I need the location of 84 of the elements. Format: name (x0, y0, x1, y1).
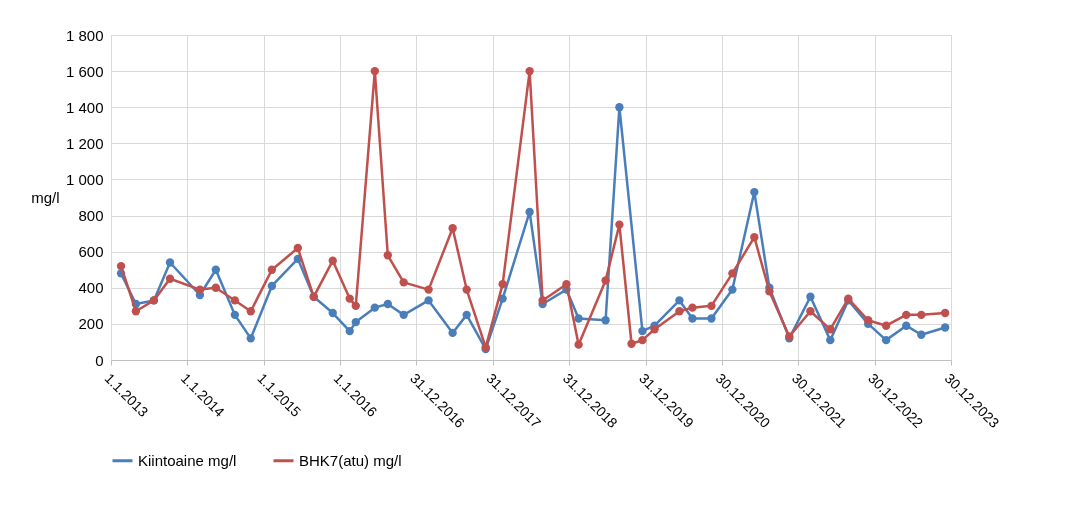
point (195, 285, 205, 294)
point (351, 317, 360, 327)
point (383, 251, 392, 260)
point (627, 339, 636, 348)
point (562, 279, 571, 289)
point (601, 316, 610, 325)
point (707, 301, 716, 311)
point (211, 283, 220, 292)
y-tick-label: 1 000 (65, 170, 104, 188)
y-tick-label: 600 (78, 243, 104, 261)
point (826, 335, 835, 345)
point (765, 287, 774, 296)
point (601, 276, 610, 285)
point (399, 310, 408, 320)
point (351, 301, 360, 311)
point (650, 325, 659, 334)
point (806, 292, 815, 301)
point (538, 296, 547, 305)
point (267, 265, 277, 274)
point (574, 314, 583, 323)
point (881, 321, 891, 330)
point (424, 296, 433, 305)
point (826, 325, 835, 334)
point (525, 207, 534, 217)
point (383, 299, 392, 309)
point (728, 285, 737, 294)
point (370, 66, 379, 76)
point (917, 310, 926, 320)
point (448, 224, 457, 233)
point (345, 294, 354, 303)
point (370, 303, 379, 312)
y-tick-label: 1 600 (65, 62, 104, 80)
point (165, 258, 175, 267)
point (165, 274, 175, 283)
point (267, 281, 277, 291)
y-tick-label: 0 (95, 351, 104, 369)
point (211, 265, 220, 274)
point (917, 330, 926, 339)
point (574, 340, 583, 349)
point (293, 243, 303, 253)
point (675, 307, 684, 316)
point (230, 296, 240, 305)
legend-label: Kiintoaine mg/l (138, 451, 237, 469)
point (615, 103, 624, 112)
point (940, 323, 950, 332)
point (615, 220, 624, 229)
y-tick-label: 1 200 (65, 134, 104, 152)
point (328, 256, 337, 265)
point (498, 279, 507, 289)
point (462, 285, 471, 294)
y-tick-label: 1 400 (65, 98, 104, 116)
point (902, 321, 911, 330)
point (806, 307, 815, 316)
point (246, 334, 255, 343)
point (863, 316, 873, 325)
point (345, 326, 354, 336)
y-tick-label: 1 800 (65, 26, 104, 44)
point (462, 310, 471, 320)
point (638, 326, 647, 336)
y-tick-label: 200 (78, 315, 104, 333)
point (328, 308, 337, 318)
point (688, 314, 697, 323)
legend-label: BHK7(atu) mg/l (299, 451, 402, 469)
point (881, 335, 891, 345)
point (638, 335, 647, 345)
point (246, 307, 255, 316)
point (399, 278, 408, 287)
point (750, 233, 759, 242)
y-axis-title: mg/l (31, 188, 60, 206)
point (728, 269, 737, 278)
point (116, 261, 126, 271)
point (675, 296, 684, 305)
point (230, 310, 240, 320)
point (707, 314, 716, 323)
point (131, 307, 141, 316)
point (902, 310, 911, 320)
point (424, 285, 433, 294)
point (525, 66, 534, 76)
point (688, 303, 697, 312)
y-tick-label: 400 (78, 279, 104, 297)
point (940, 308, 950, 318)
point (448, 328, 457, 338)
y-tick-label: 800 (78, 207, 104, 225)
point (750, 187, 759, 197)
